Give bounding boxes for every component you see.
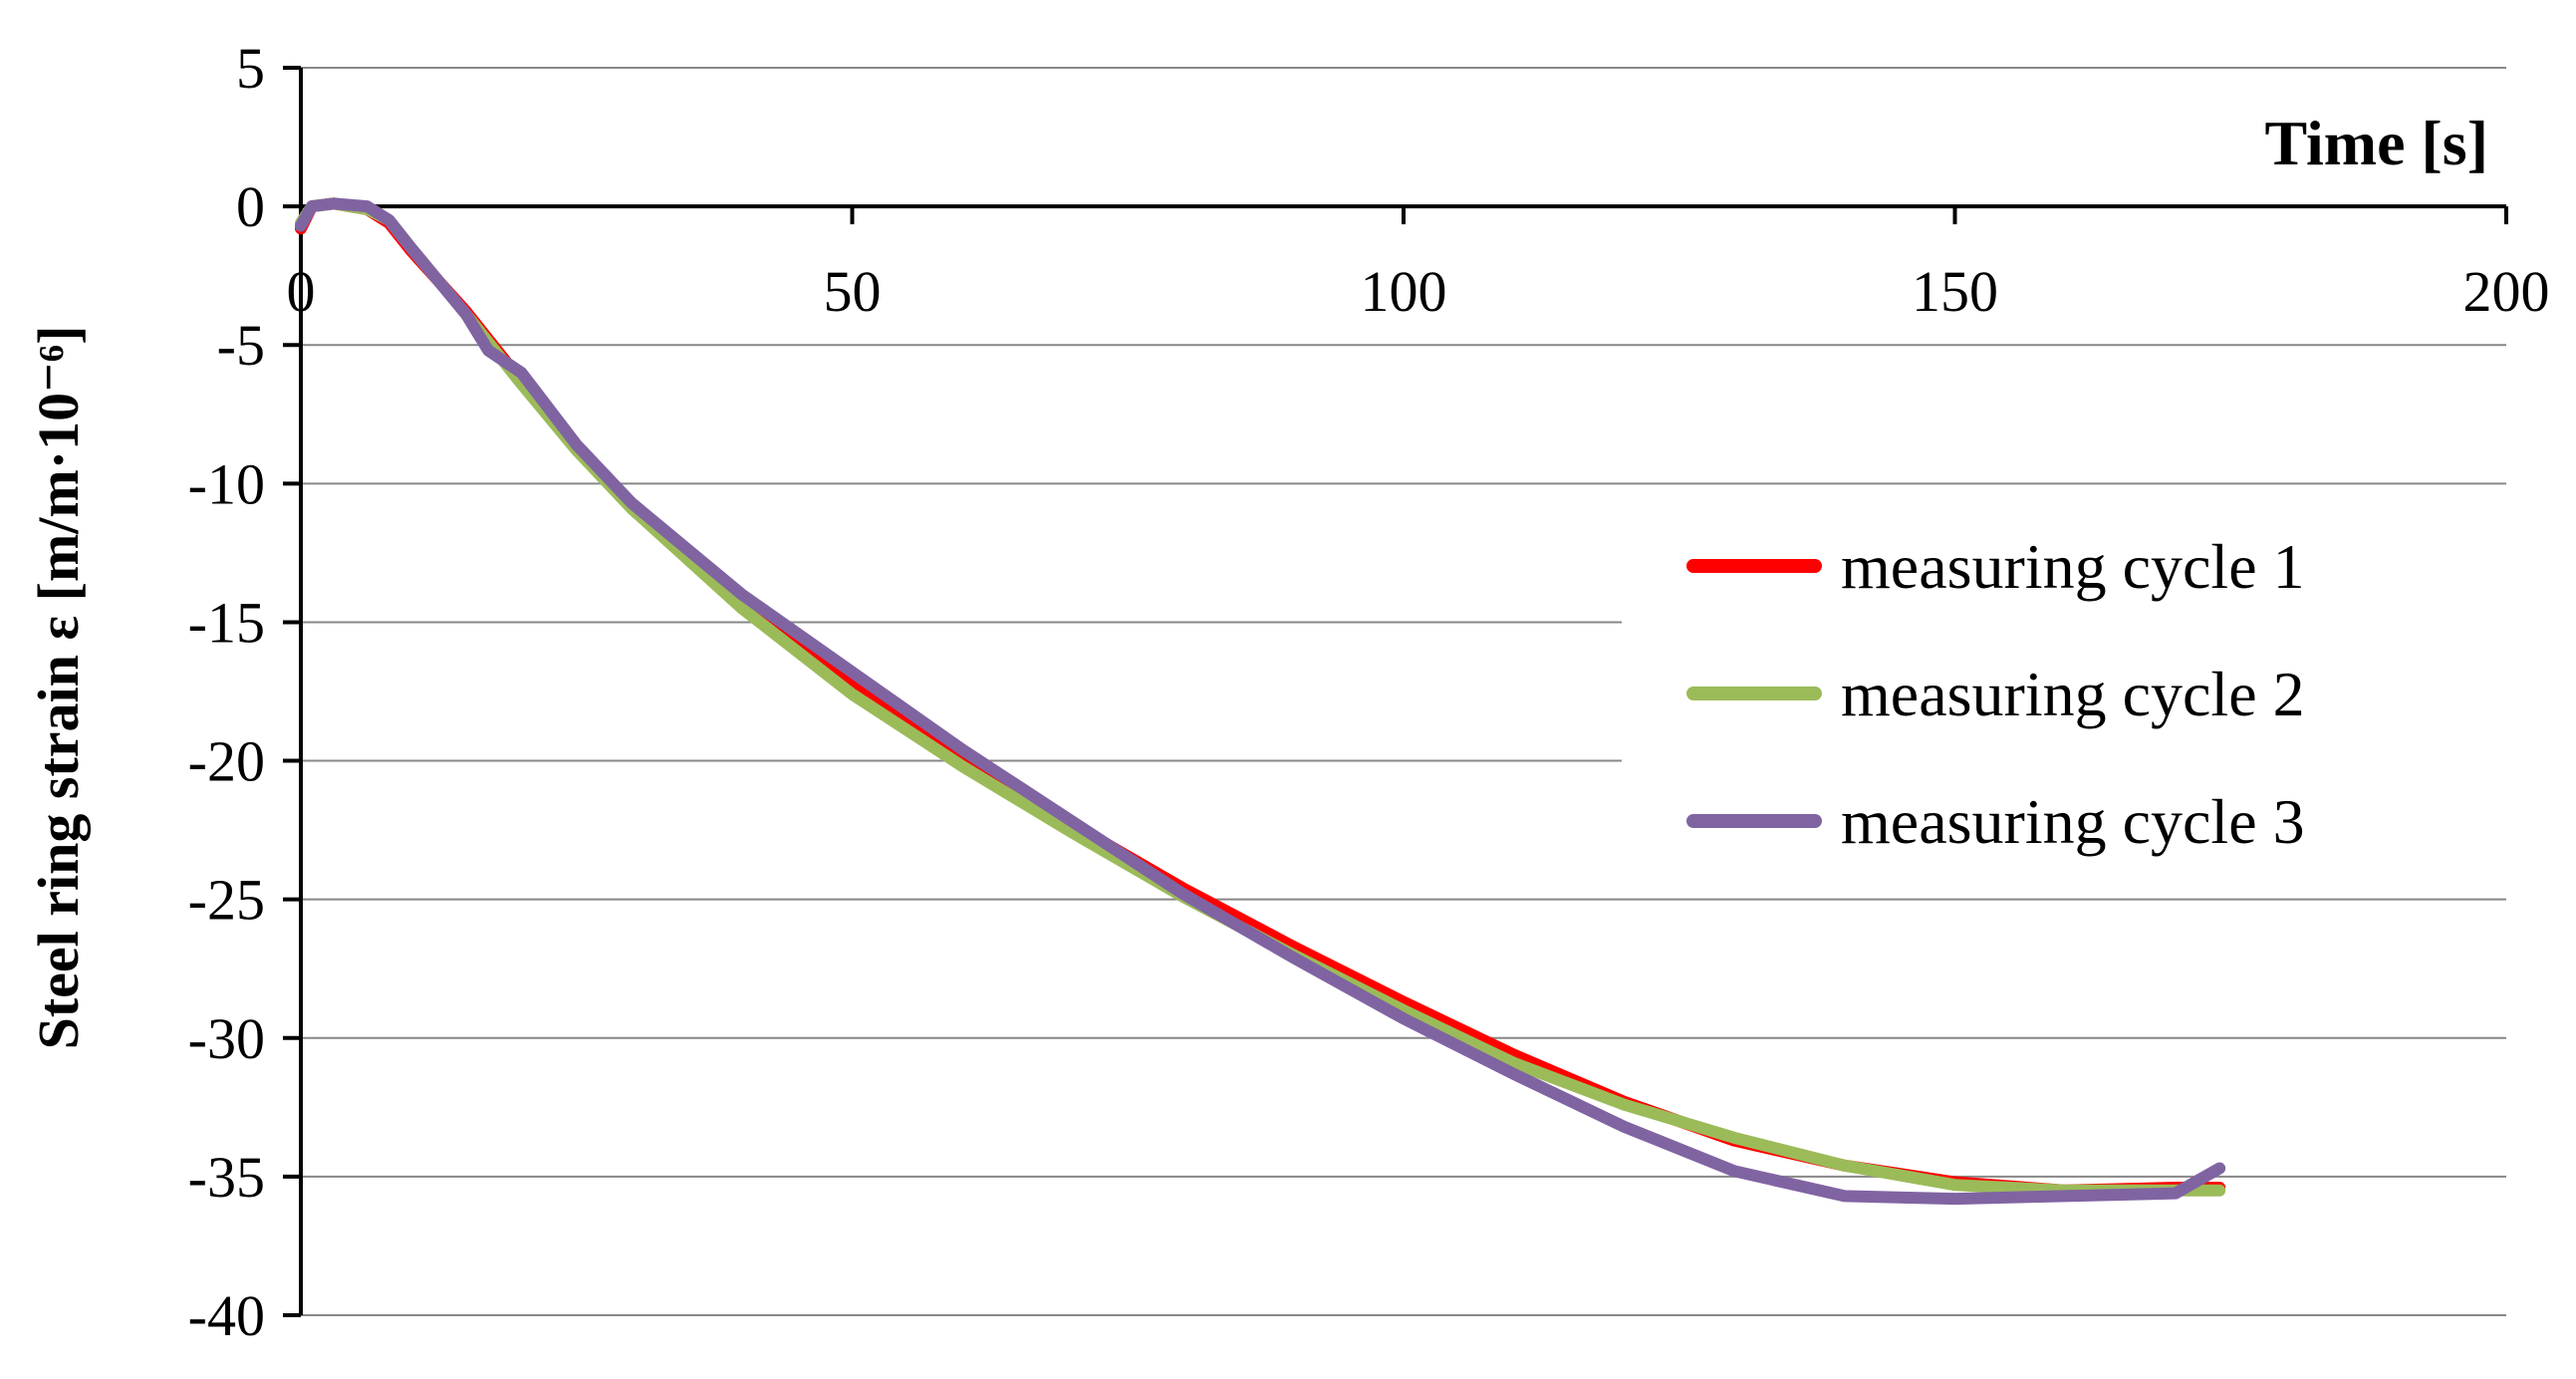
- y-axis-label: Steel ring strain ε [m/m·10⁻⁶]: [26, 326, 91, 1050]
- tick-labels: 50-5-10-15-20-25-30-35-400 50 100 150 200: [188, 36, 2550, 1348]
- series-lines: [295, 197, 2226, 1206]
- legend-label-2: measuring cycle 2: [1841, 659, 2305, 729]
- y-tick-label: -40: [188, 1283, 265, 1348]
- legend-label-3: measuring cycle 3: [1841, 786, 2305, 857]
- y-tick-label: 0: [236, 174, 265, 239]
- y-tick-label: 5: [236, 36, 265, 101]
- y-tick-label: -15: [188, 590, 265, 655]
- y-tick-label: -10: [188, 451, 265, 516]
- y-tick-label: -35: [188, 1145, 265, 1210]
- y-tick-label: -20: [188, 729, 265, 794]
- x-tick-label: 200: [2463, 259, 2550, 324]
- series-line-3: [295, 197, 2226, 1206]
- y-tick-label: -25: [188, 868, 265, 933]
- legend-label-1: measuring cycle 1: [1841, 531, 2305, 602]
- y-tick-label: -5: [217, 313, 265, 378]
- x-axis-label: Time [s]: [2264, 108, 2488, 178]
- x-tick-label: 150: [1912, 259, 1998, 324]
- y-tick-label: -30: [188, 1006, 265, 1071]
- axes: [283, 66, 2508, 1317]
- x-tick-label: 50: [824, 259, 882, 324]
- x-tick-label: 100: [1361, 259, 1447, 324]
- x-tick-label: 0: [287, 259, 316, 324]
- legend: measuring cycle 1 measuring cycle 2 measur…: [1686, 531, 2305, 857]
